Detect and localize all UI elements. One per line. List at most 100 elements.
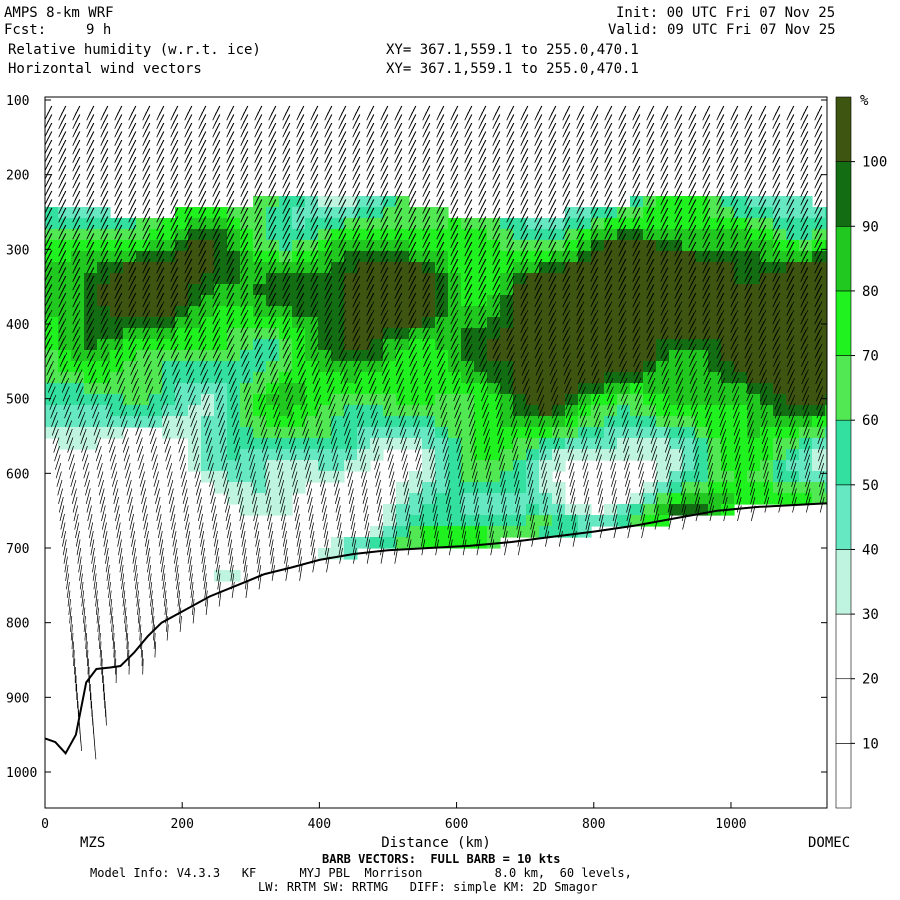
rh-cell [253, 482, 267, 494]
rh-cell [370, 372, 384, 384]
rh-cell [383, 350, 397, 362]
rh-cell [721, 482, 735, 494]
rh-cell [630, 196, 644, 208]
rh-cell [396, 218, 410, 230]
rh-cell [695, 361, 709, 373]
rh-cell [565, 295, 579, 307]
rh-cell [721, 273, 735, 285]
rh-cell [305, 218, 319, 230]
rh-cell [227, 273, 241, 285]
rh-cell [461, 449, 475, 461]
rh-cell [188, 438, 202, 450]
rh-cell [162, 328, 176, 340]
rh-cell [695, 405, 709, 417]
rh-cell [240, 295, 254, 307]
rh-cell [474, 317, 488, 329]
rh-cell [812, 482, 826, 494]
rh-cell [500, 273, 514, 285]
rh-cell [552, 229, 566, 241]
rh-cell [526, 482, 540, 494]
rh-cell [695, 493, 709, 505]
rh-cell [331, 339, 345, 351]
rh-cell [435, 306, 449, 318]
rh-cell [370, 196, 384, 208]
rh-cell [110, 251, 124, 263]
rh-cell [422, 240, 436, 252]
rh-cell [396, 262, 410, 274]
rh-cell [305, 196, 319, 208]
rh-cell [500, 427, 514, 439]
rh-cell [500, 504, 514, 516]
rh-cell [773, 251, 787, 263]
rh-cell [149, 350, 163, 362]
rh-cell [123, 394, 137, 406]
rh-cell [240, 504, 254, 516]
rh-cell [669, 262, 683, 274]
rh-cell [71, 262, 85, 274]
rh-cell [396, 339, 410, 351]
rh-cell [539, 251, 553, 263]
rh-cell [97, 229, 111, 241]
rh-cell [760, 361, 774, 373]
rh-cell [669, 251, 683, 263]
rh-cell [656, 427, 670, 439]
rh-cell [786, 383, 800, 395]
rh-cell [630, 361, 644, 373]
rh-cell [201, 328, 215, 340]
rh-cell [71, 218, 85, 230]
rh-cell [253, 427, 267, 439]
rh-cell [240, 405, 254, 417]
rh-cell [409, 251, 423, 263]
rh-cell [370, 383, 384, 395]
rh-cell [682, 317, 696, 329]
rh-cell [513, 471, 527, 483]
rh-cell [201, 427, 215, 439]
rh-cell [422, 394, 436, 406]
y-tick-label: 400 [6, 318, 29, 333]
rh-cell [305, 427, 319, 439]
rh-cell [786, 416, 800, 428]
rh-cell [734, 273, 748, 285]
rh-cell [799, 394, 813, 406]
rh-cell [539, 416, 553, 428]
rh-cell [227, 284, 241, 296]
rh-cell [526, 372, 540, 384]
rh-cell [552, 251, 566, 263]
rh-cell [97, 240, 111, 252]
rh-cell [487, 328, 501, 340]
rh-cell [357, 295, 371, 307]
rh-cell [474, 251, 488, 263]
rh-cell [539, 361, 553, 373]
rh-cell [669, 416, 683, 428]
rh-cell [643, 284, 657, 296]
rh-cell [357, 251, 371, 263]
rh-cell [370, 405, 384, 417]
rh-cell [669, 328, 683, 340]
rh-cell [513, 394, 527, 406]
rh-cell [188, 460, 202, 472]
rh-cell [370, 328, 384, 340]
rh-cell [721, 295, 735, 307]
y-tick-label: 900 [6, 691, 29, 706]
rh-cell [474, 449, 488, 461]
rh-cell [708, 306, 722, 318]
rh-cell [682, 449, 696, 461]
rh-cell [474, 405, 488, 417]
rh-cell [695, 196, 709, 208]
rh-cell [435, 449, 449, 461]
rh-cell [253, 218, 267, 230]
rh-cell [591, 207, 605, 219]
rh-cell [331, 383, 345, 395]
rh-cell [695, 504, 709, 516]
rh-cell [708, 251, 722, 263]
rh-cell [825, 218, 827, 230]
rh-cell [461, 427, 475, 439]
rh-cell [253, 504, 267, 516]
rh-cell [526, 405, 540, 417]
rh-cell [695, 229, 709, 241]
rh-cell [669, 460, 683, 472]
rh-cell [305, 262, 319, 274]
rh-cell [799, 328, 813, 340]
rh-cell [825, 372, 827, 384]
rh-cell [812, 295, 826, 307]
